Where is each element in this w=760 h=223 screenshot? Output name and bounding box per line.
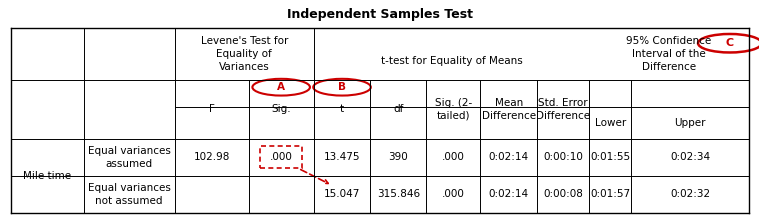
Text: t-test for Equality of Means: t-test for Equality of Means <box>381 56 522 66</box>
Text: C: C <box>726 38 734 48</box>
Text: F: F <box>209 104 215 114</box>
Text: Equal variances
assumed: Equal variances assumed <box>88 146 171 169</box>
Text: 0:01:55: 0:01:55 <box>591 152 631 162</box>
Text: 315.846: 315.846 <box>377 189 420 199</box>
FancyArrowPatch shape <box>301 169 328 183</box>
Text: .000: .000 <box>270 152 293 162</box>
Text: Mile time: Mile time <box>24 171 71 181</box>
Text: 390: 390 <box>388 152 408 162</box>
Text: 0:00:08: 0:00:08 <box>543 189 583 199</box>
Text: Equal variances
not assumed: Equal variances not assumed <box>88 183 171 206</box>
Text: Independent Samples Test: Independent Samples Test <box>287 8 473 21</box>
Text: Levene's Test for
Equality of
Variances: Levene's Test for Equality of Variances <box>201 35 288 72</box>
Text: Sig. (2-
tailed): Sig. (2- tailed) <box>435 98 472 121</box>
Text: Sig.: Sig. <box>271 104 291 114</box>
Text: Mean
Difference: Mean Difference <box>482 98 536 121</box>
Text: 13.475: 13.475 <box>324 152 360 162</box>
Text: 95% Confidence
Interval of the
Difference: 95% Confidence Interval of the Differenc… <box>626 35 711 72</box>
Text: 102.98: 102.98 <box>194 152 230 162</box>
Text: Std. Error
Difference: Std. Error Difference <box>537 98 591 121</box>
Text: B: B <box>338 82 346 92</box>
Text: 0:02:34: 0:02:34 <box>670 152 710 162</box>
Text: 0:01:57: 0:01:57 <box>591 189 631 199</box>
Text: 15.047: 15.047 <box>324 189 360 199</box>
Text: .000: .000 <box>442 189 465 199</box>
Text: 0:02:14: 0:02:14 <box>489 189 529 199</box>
Text: Upper: Upper <box>674 118 706 128</box>
Text: Lower: Lower <box>595 118 626 128</box>
Text: 0:02:32: 0:02:32 <box>670 189 710 199</box>
Text: df: df <box>393 104 404 114</box>
Text: .000: .000 <box>442 152 465 162</box>
Text: 0:02:14: 0:02:14 <box>489 152 529 162</box>
Text: A: A <box>277 82 285 92</box>
Text: t: t <box>340 104 344 114</box>
Text: 0:00:10: 0:00:10 <box>543 152 583 162</box>
